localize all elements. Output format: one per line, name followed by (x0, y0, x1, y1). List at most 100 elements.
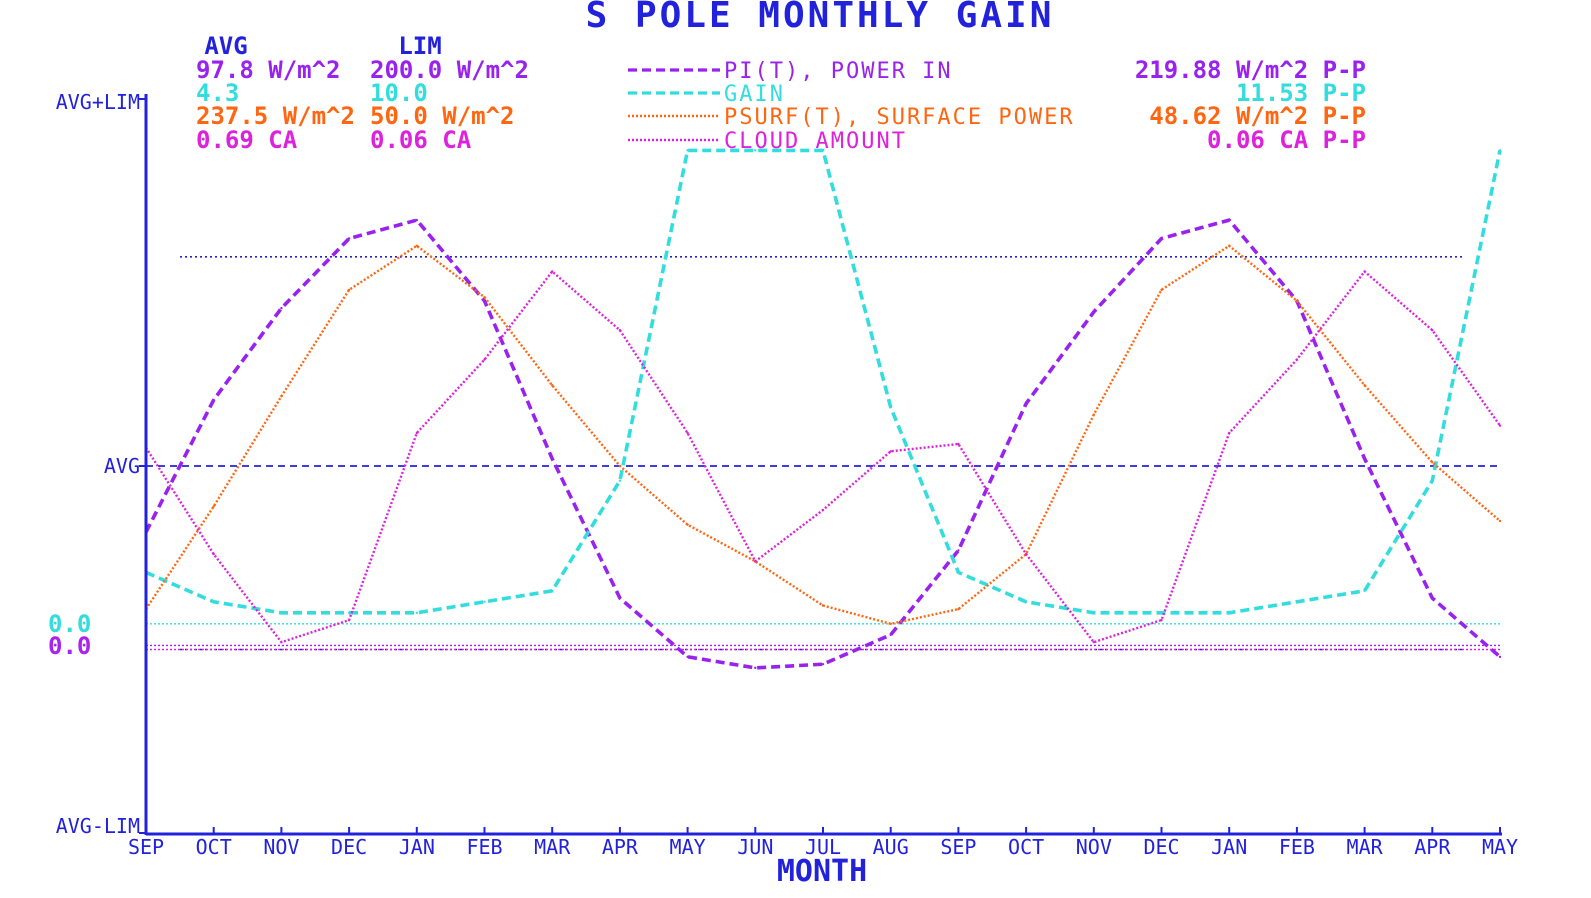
header-avg: AVG (204, 32, 247, 60)
series-pp-value: 219.88 W/m^2 P-P (1135, 56, 1366, 84)
series-3-point-4 (415, 431, 418, 435)
series-0-point-19 (1431, 596, 1434, 600)
x-tick-label: SEP (128, 835, 164, 859)
series-0-point-18 (1363, 457, 1366, 460)
series-1-point-1 (212, 600, 215, 603)
series-0-point-15 (1160, 237, 1163, 240)
series-2-point-5 (483, 295, 486, 299)
series-line-3 (144, 270, 1501, 644)
chart-title: S POLE MONTHLY GAIN (586, 0, 1055, 36)
y-label-top: AVG+LIM (56, 90, 140, 114)
series-0-point-11 (889, 633, 892, 637)
x-tick-label: SEP (940, 835, 976, 859)
series-3-point-2 (280, 640, 283, 644)
series-lim-value: 10.0 (370, 79, 428, 107)
series-0-point-5 (483, 299, 486, 303)
series-3-point-17 (1295, 358, 1299, 361)
series-1-point-8 (686, 149, 689, 152)
series-3-point-15 (1160, 618, 1163, 622)
x-tick-label: MAY (670, 835, 706, 859)
series-2-point-20 (1498, 519, 1502, 523)
series-1-point-11 (889, 406, 892, 409)
series-3-point-19 (1431, 329, 1434, 332)
x-axis-title: MONTH (777, 854, 867, 889)
series-2-point-16 (1228, 244, 1231, 247)
series-avg-value: 97.8 W/m^2 (196, 56, 341, 84)
x-tick-label: DEC (331, 835, 367, 859)
series-3-point-1 (212, 552, 215, 556)
x-tick-label: JAN (1211, 835, 1247, 859)
series-3-point-10 (821, 508, 825, 512)
series-1-point-2 (280, 611, 283, 614)
series-pp-value: 11.53 P-P (1236, 79, 1366, 107)
series-0-point-14 (1092, 310, 1096, 314)
series-0-point-3 (347, 237, 351, 240)
series-1-point-3 (347, 611, 351, 614)
legend-label: CLOUD AMOUNT (724, 129, 907, 154)
series-2-point-8 (686, 523, 689, 526)
series-3-point-11 (889, 450, 892, 453)
x-tick-label: OCT (196, 835, 232, 859)
legend-label: PI(T), POWER IN (724, 59, 953, 84)
series-0-point-2 (280, 306, 283, 310)
series-1-point-4 (415, 611, 418, 614)
x-tick-label: FEB (466, 835, 502, 859)
series-0-point-4 (415, 218, 418, 222)
series-3-point-8 (686, 431, 689, 435)
series-2-point-11 (889, 622, 892, 626)
series-1-point-10 (821, 149, 825, 152)
series-avg-value: 237.5 W/m^2 (196, 102, 355, 130)
series-3-point-12 (957, 442, 960, 446)
series-1-point-15 (1160, 611, 1163, 614)
series-lim-value: 50.0 W/m^2 (370, 102, 515, 130)
series-1-point-7 (618, 479, 622, 482)
legend-label: GAIN (724, 82, 785, 107)
series-1-point-17 (1295, 600, 1299, 603)
x-tick-label: OCT (1008, 835, 1044, 859)
series-1-point-18 (1363, 589, 1366, 592)
series-1-point-16 (1228, 611, 1231, 614)
series-3-point-13 (1024, 552, 1028, 556)
series-0-point-13 (1024, 402, 1028, 405)
series-avg-value: 4.3 (196, 79, 239, 107)
series-0-point-10 (821, 662, 825, 666)
series-1-point-14 (1092, 611, 1096, 614)
series-0-point-20 (1498, 655, 1502, 659)
series-1-point-19 (1431, 479, 1434, 482)
x-tick-label: MAR (1347, 835, 1384, 859)
series-3-point-14 (1092, 640, 1096, 644)
series-3-point-16 (1228, 431, 1231, 435)
series-0-point-8 (686, 655, 689, 659)
series-2-point-2 (280, 395, 283, 398)
x-tick-label: NOV (263, 835, 299, 859)
series-3-point-9 (754, 560, 757, 563)
series-3-point-6 (551, 270, 554, 273)
series-1-point-6 (551, 589, 554, 592)
y-label-mid: AVG (104, 454, 140, 478)
y-label-bottom: AVG-LIM (56, 814, 140, 838)
series-0-point-9 (754, 666, 757, 670)
series-0-point-6 (551, 457, 554, 460)
series-line-1 (145, 148, 1502, 615)
series-0-point-7 (618, 596, 622, 600)
series-line-2 (144, 244, 1501, 625)
series-pp-value: 0.06 CA P-P (1207, 126, 1366, 154)
series-2-point-19 (1431, 461, 1434, 464)
x-tick-label: APR (1414, 835, 1451, 859)
series-3-point-5 (483, 358, 486, 361)
series-1-point-13 (1024, 600, 1028, 603)
x-tick-label: NOV (1076, 835, 1112, 859)
series-1-point-5 (483, 600, 486, 603)
zero-label-1: 0.0 (48, 632, 91, 660)
series-0-point-1 (212, 398, 215, 402)
series-3-point-3 (347, 618, 351, 622)
series-2-point-14 (1092, 413, 1096, 416)
header-lim: LIM (398, 32, 441, 60)
series-3-point-20 (1498, 424, 1502, 427)
series-1-point-9 (754, 149, 757, 152)
series-pp-value: 48.62 W/m^2 P-P (1149, 102, 1366, 130)
series-lim-value: 200.0 W/m^2 (370, 56, 529, 84)
series-2-point-17 (1295, 299, 1299, 303)
series-2-point-10 (821, 604, 825, 607)
series-2-point-12 (957, 607, 960, 611)
